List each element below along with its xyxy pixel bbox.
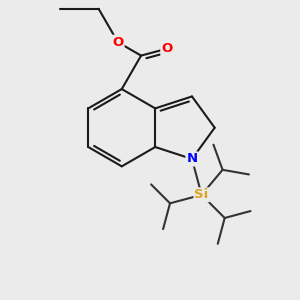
Text: Si: Si — [194, 188, 209, 201]
Text: O: O — [112, 36, 124, 49]
Text: O: O — [161, 42, 172, 55]
Text: N: N — [186, 152, 197, 166]
